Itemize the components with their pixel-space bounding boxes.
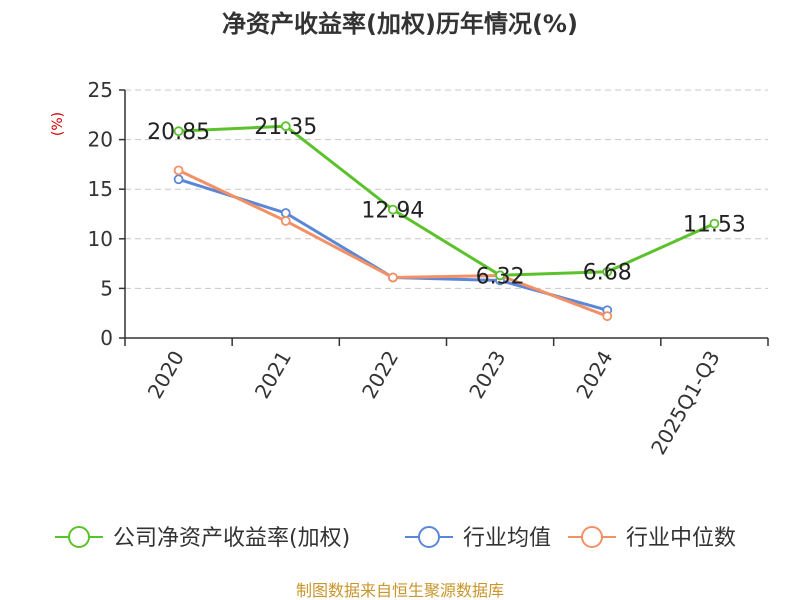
series-0-point-5: [709, 218, 720, 229]
x-tick-label-2025Q1-Q3: 2025Q1-Q3: [646, 347, 725, 459]
y-tick-label-0: 0: [100, 326, 113, 350]
data-label-1: 21.35: [254, 115, 317, 140]
series-0-point-0: [173, 126, 184, 137]
series-0-point-4: [602, 266, 613, 277]
y-tick-label-25: 25: [88, 78, 113, 102]
series-1-point-0: [173, 174, 184, 185]
x-tick-label-2022: 2022: [357, 347, 403, 403]
series-2-point-4: [602, 311, 613, 322]
series-lines: [173, 121, 720, 322]
x-tick-label-2024: 2024: [571, 347, 617, 403]
legend-label-2: 行业中位数: [626, 526, 736, 551]
grid-lines: [125, 89, 768, 289]
data-labels: 20.85 21.35 12.94 6.32 6.68 11.53: [147, 115, 746, 289]
series-2-point-2: [388, 272, 398, 283]
y-tick-label-10: 10: [88, 227, 113, 251]
y-tick-label-15: 15: [88, 177, 113, 201]
data-label-0: 20.85: [147, 120, 210, 145]
x-tick-label-2021: 2021: [250, 347, 296, 403]
chart-title: 净资产收益率(加权)历年情况(%): [222, 10, 578, 38]
legend-label-1: 行业均值: [463, 526, 551, 551]
legend-label-0: 公司净资产收益率(加权): [113, 526, 350, 551]
legend: 公司净资产收益率(加权) 行业均值 行业中位数: [55, 526, 736, 551]
data-label-3: 6.32: [476, 264, 525, 289]
series-0-point-2: [388, 204, 398, 215]
data-label-2: 12.94: [361, 199, 424, 224]
x-tick-label-2023: 2023: [464, 347, 510, 403]
legend-marker-2: [581, 526, 603, 548]
series-0-point-1: [280, 121, 291, 132]
x-tick-label-2020: 2020: [143, 347, 189, 403]
data-label-4: 6.68: [583, 261, 632, 286]
data-label-5: 11.53: [683, 213, 746, 238]
legend-marker-1: [418, 526, 440, 548]
series-line-2: [177, 168, 608, 318]
y-tick-label-20: 20: [88, 128, 113, 152]
source-note: 制图数据来自恒生聚源数据库: [296, 581, 504, 600]
series-1-point-1: [280, 208, 291, 218]
series-0-point-3: [495, 270, 505, 281]
legend-marker-0: [68, 526, 90, 548]
y-tick-label-5: 5: [100, 276, 113, 300]
series-2-point-0: [173, 165, 184, 176]
y-axis-label: (%): [50, 112, 66, 136]
series-line-0: [178, 124, 716, 277]
series-2-point-1: [280, 216, 291, 226]
